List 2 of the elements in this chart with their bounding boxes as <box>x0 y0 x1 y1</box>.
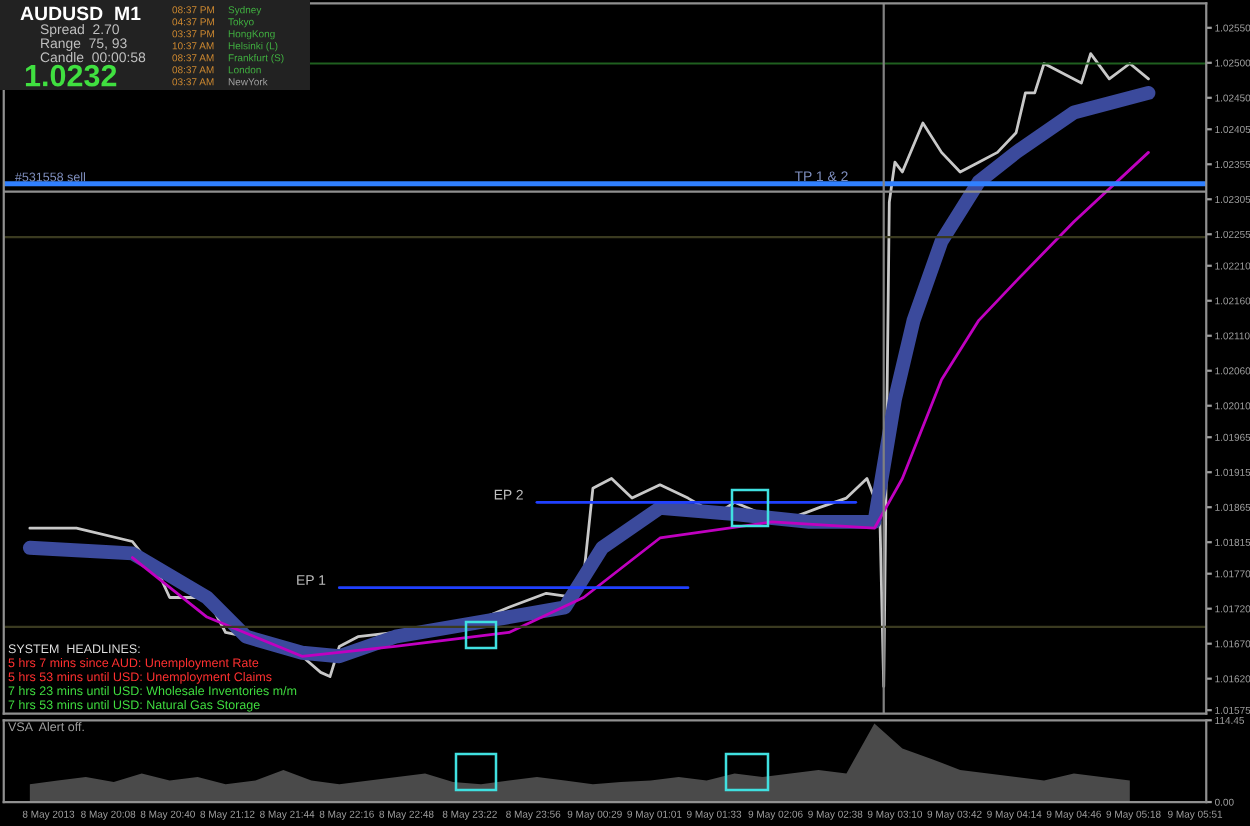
annotation: 1.0232 <box>25 64 117 87</box>
annotation: AUDUSD M1 <box>20 6 141 21</box>
